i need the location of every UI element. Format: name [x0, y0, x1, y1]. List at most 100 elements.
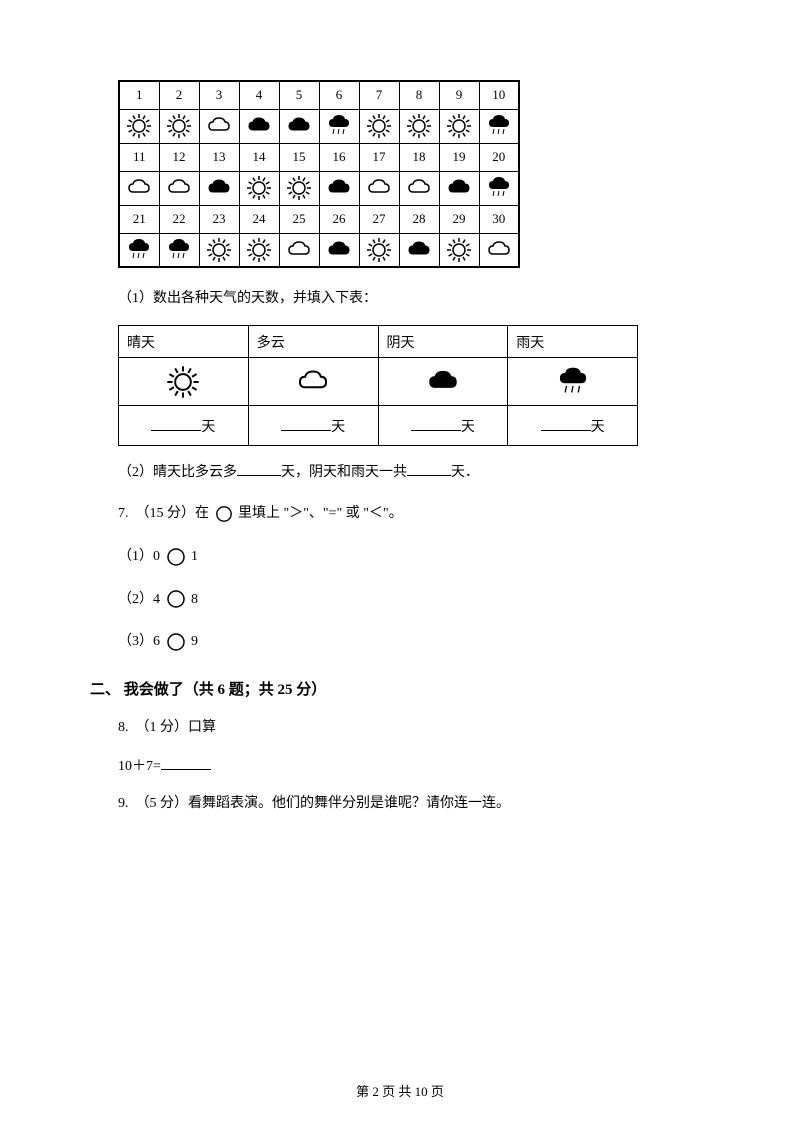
fill-blank[interactable]	[407, 462, 451, 476]
cloud-icon	[248, 358, 378, 406]
overcast-icon	[439, 171, 479, 205]
calendar-day-number: 11	[119, 143, 159, 171]
calendar-day-number: 16	[319, 143, 359, 171]
q7-intro: 7. （15 分）在 里填上 "＞"、"=" 或 "＜"。	[118, 501, 710, 528]
q7-intro-a: 7. （15 分）在	[118, 506, 213, 521]
calendar-day-number: 23	[199, 205, 239, 233]
rain-icon	[319, 109, 359, 143]
rain-icon	[479, 171, 519, 205]
tally-header: 阴天	[378, 326, 508, 358]
calendar-day-number: 30	[479, 205, 519, 233]
calendar-day-number: 4	[239, 81, 279, 109]
calendar-day-number: 21	[119, 205, 159, 233]
overcast-icon	[399, 233, 439, 267]
sunny-icon	[439, 109, 479, 143]
q8-expr: 10＋7=	[118, 755, 710, 775]
calendar-table: 12345678910 11121314151617181920 2122232…	[118, 80, 520, 268]
q9-line: 9. （5 分）看舞蹈表演。他们的舞伴分别是谁呢？请你连一连。	[118, 791, 710, 818]
overcast-icon	[279, 109, 319, 143]
calendar-day-number: 22	[159, 205, 199, 233]
calendar-day-number: 2	[159, 81, 199, 109]
circle-icon	[215, 505, 233, 523]
cloud-icon	[159, 171, 199, 205]
q7-intro-b: 里填上 "＞"、"=" 或 "＜"。	[235, 506, 403, 521]
tally-header: 多云	[248, 326, 378, 358]
calendar-day-number: 5	[279, 81, 319, 109]
section-2-heading: 二、 我会做了（共 6 题；共 25 分）	[90, 678, 710, 699]
calendar-day-number: 27	[359, 205, 399, 233]
calendar-day-number: 15	[279, 143, 319, 171]
calendar-day-number: 9	[439, 81, 479, 109]
q7-item: （1）0 1	[118, 544, 710, 571]
sunny-icon	[279, 171, 319, 205]
cloud-icon	[119, 171, 159, 205]
q6-part1-text: （1）数出各种天气的天数，并填入下表：	[118, 286, 710, 311]
calendar-day-number: 1	[119, 81, 159, 109]
sunny-icon	[359, 233, 399, 267]
worksheet-page: 12345678910 11121314151617181920 2122232…	[0, 0, 800, 870]
overcast-icon	[199, 171, 239, 205]
page-footer: 第 2 页 共 10 页	[0, 1081, 800, 1100]
calendar-day-number: 19	[439, 143, 479, 171]
calendar-day-number: 26	[319, 205, 359, 233]
sunny-icon	[439, 233, 479, 267]
calendar-day-number: 25	[279, 205, 319, 233]
rain-icon	[159, 233, 199, 267]
sunny-icon	[159, 109, 199, 143]
calendar-day-number: 28	[399, 205, 439, 233]
rain-icon	[479, 109, 519, 143]
rain-icon	[119, 233, 159, 267]
sunny-icon	[199, 233, 239, 267]
tally-header: 晴天	[119, 326, 249, 358]
calendar-day-number: 24	[239, 205, 279, 233]
q6-part2: （2）晴天比多云多 天，阴天和雨天一共 天．	[118, 460, 710, 485]
calendar-day-number: 7	[359, 81, 399, 109]
q8-line: 8. （1 分）口算	[118, 715, 710, 742]
calendar-day-number: 3	[199, 81, 239, 109]
q6-part2-b: 天，阴天和雨天一共	[281, 465, 407, 480]
q6-part2-c: 天．	[451, 465, 479, 480]
circle-blank[interactable]	[166, 632, 186, 652]
overcast-icon	[239, 109, 279, 143]
rain-icon	[508, 358, 638, 406]
calendar-day-number: 20	[479, 143, 519, 171]
tally-blank-cell: 天	[248, 406, 378, 446]
overcast-icon	[319, 171, 359, 205]
fill-blank[interactable]	[541, 417, 591, 431]
fill-blank[interactable]	[237, 462, 281, 476]
tally-blank-cell: 天	[508, 406, 638, 446]
circle-blank[interactable]	[166, 589, 186, 609]
sunny-icon	[239, 171, 279, 205]
fill-blank[interactable]	[281, 417, 331, 431]
circle-blank[interactable]	[166, 547, 186, 567]
sunny-icon	[239, 233, 279, 267]
fill-blank[interactable]	[411, 417, 461, 431]
calendar-day-number: 14	[239, 143, 279, 171]
calendar-day-number: 8	[399, 81, 439, 109]
overcast-icon	[319, 233, 359, 267]
sunny-icon	[119, 358, 249, 406]
sunny-icon	[359, 109, 399, 143]
cloud-icon	[359, 171, 399, 205]
q7-item: （3）6 9	[118, 629, 710, 656]
q8-expression: 10＋7=	[118, 759, 161, 774]
cloud-icon	[279, 233, 319, 267]
calendar-day-number: 10	[479, 81, 519, 109]
calendar-day-number: 12	[159, 143, 199, 171]
tally-table: 晴天多云阴天雨天 天天天天	[118, 325, 638, 446]
calendar-day-number: 17	[359, 143, 399, 171]
overcast-icon	[378, 358, 508, 406]
cloud-icon	[199, 109, 239, 143]
sunny-icon	[119, 109, 159, 143]
cloud-icon	[399, 171, 439, 205]
calendar-day-number: 29	[439, 205, 479, 233]
calendar-day-number: 18	[399, 143, 439, 171]
fill-blank[interactable]	[151, 417, 201, 431]
calendar-day-number: 13	[199, 143, 239, 171]
tally-header: 雨天	[508, 326, 638, 358]
calendar-day-number: 6	[319, 81, 359, 109]
sunny-icon	[399, 109, 439, 143]
q6-part2-a: （2）晴天比多云多	[118, 465, 237, 480]
tally-blank-cell: 天	[378, 406, 508, 446]
fill-blank[interactable]	[161, 756, 211, 770]
